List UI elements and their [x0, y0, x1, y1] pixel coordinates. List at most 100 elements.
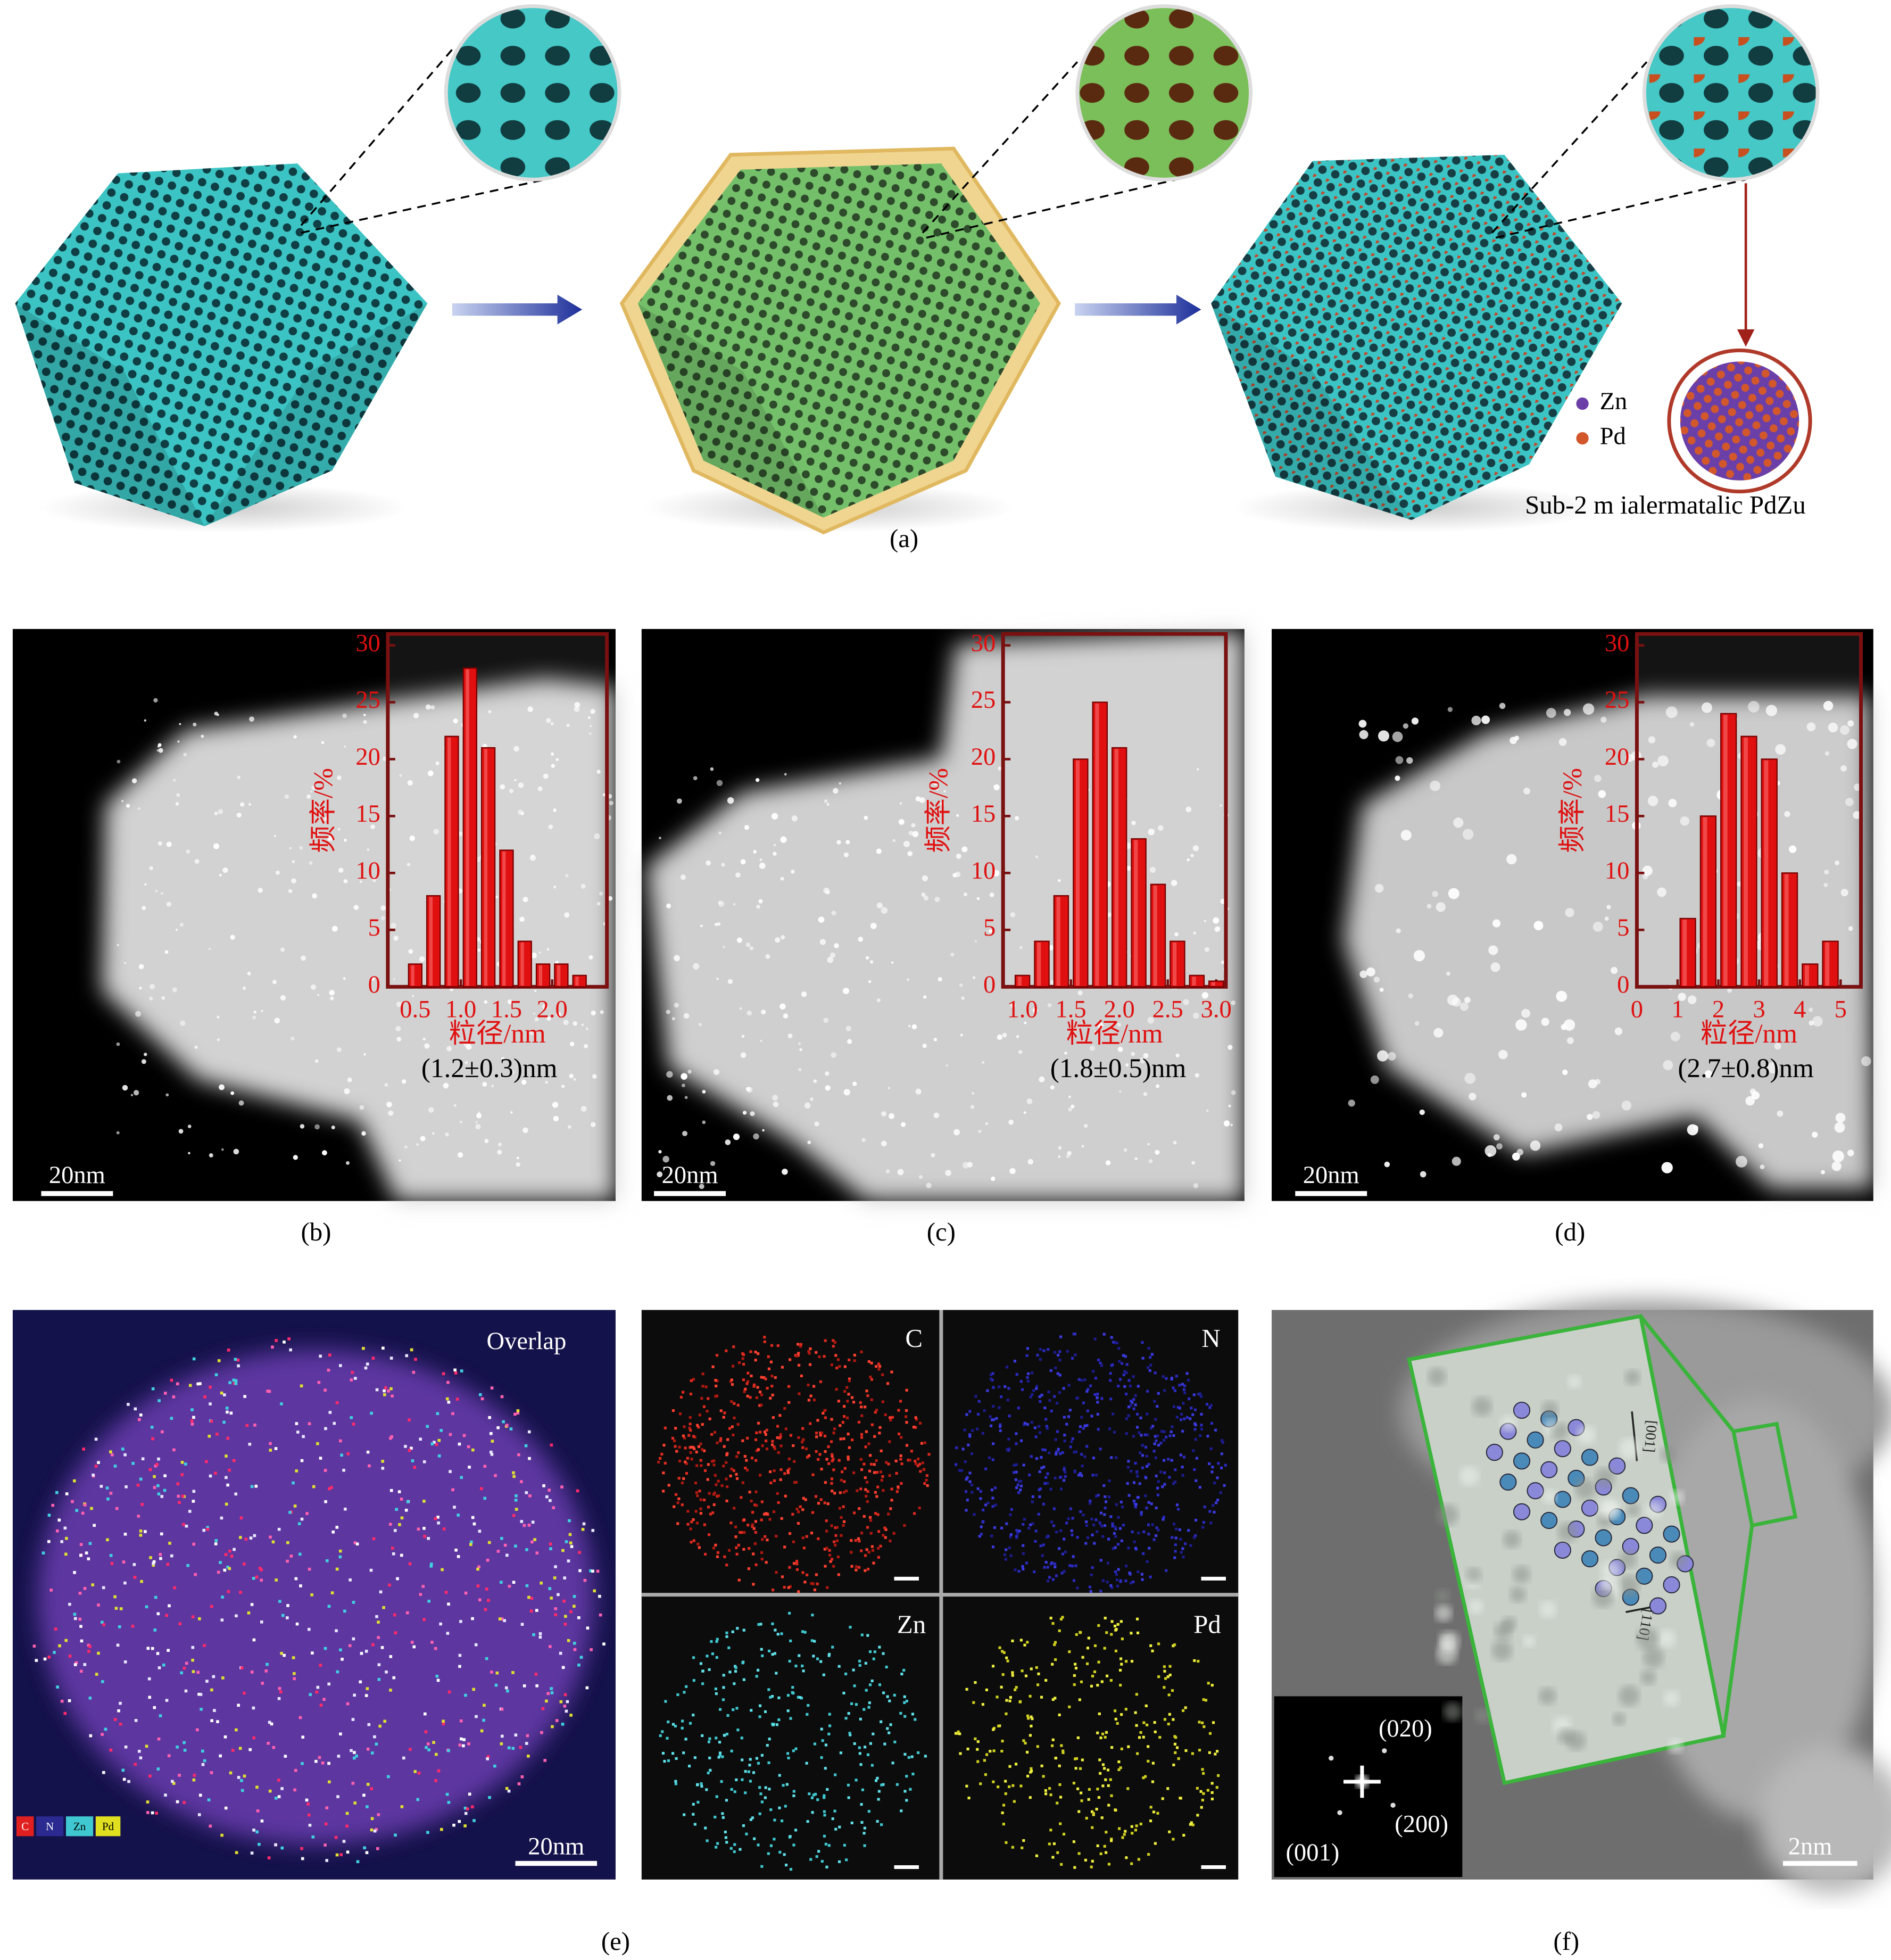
eds-dot: [389, 1523, 392, 1526]
eds-dot: [389, 1387, 393, 1391]
lattice-spot: [1558, 1727, 1574, 1744]
nanoparticle: [918, 1175, 923, 1179]
nanoparticle: [363, 720, 367, 724]
eds-dot: [1012, 1471, 1015, 1474]
eds-dot: [352, 1601, 355, 1604]
eds-dot: [1172, 1482, 1175, 1485]
eds-dot: [345, 1812, 349, 1815]
nanoparticle: [566, 723, 570, 727]
eds-dot: [995, 1417, 998, 1420]
x-tick-label: 4: [1794, 996, 1806, 1023]
nanoparticle: [1812, 1131, 1818, 1138]
eds-dot: [1058, 1374, 1061, 1377]
bar-highlight: [575, 977, 579, 986]
x-axis-label: 粒径/nm: [449, 1019, 546, 1049]
eds-dot: [778, 1806, 781, 1809]
eds-dot: [849, 1626, 852, 1629]
eds-dot: [471, 1805, 474, 1809]
eds-dot: [226, 1410, 229, 1414]
eds-dot: [596, 1569, 600, 1573]
eds-dot: [424, 1712, 427, 1716]
nanoparticle: [864, 815, 868, 820]
nanoparticle: [258, 888, 263, 893]
eds-dot: [1192, 1449, 1195, 1452]
eds-dot: [775, 1672, 778, 1675]
nanoparticle: [722, 945, 725, 948]
nanoparticle: [514, 779, 517, 781]
eds-dot: [1051, 1622, 1055, 1625]
eds-dot: [764, 1796, 767, 1799]
eds-dot: [910, 1755, 914, 1758]
eds-dot: [1155, 1534, 1158, 1537]
eds-dot: [1200, 1424, 1203, 1427]
eds-dot: [1127, 1414, 1130, 1417]
eds-dot: [791, 1686, 794, 1689]
eds-dot: [258, 1842, 261, 1846]
eds-dot: [786, 1694, 790, 1697]
eds-dot: [353, 1801, 356, 1805]
eds-dot: [335, 1526, 339, 1529]
eds-dot: [1109, 1778, 1112, 1781]
nanoparticle: [390, 922, 396, 929]
eds-dot: [881, 1475, 884, 1478]
eds-dot: [1167, 1693, 1171, 1697]
eds-dot: [875, 1409, 878, 1412]
nanoparticle: [1068, 1107, 1073, 1112]
eds-dot: [375, 1742, 378, 1746]
eds-dot: [342, 1468, 345, 1472]
eds-dot: [505, 1553, 509, 1557]
nanoparticle: [580, 883, 586, 889]
nanoparticle: [1027, 1159, 1033, 1165]
nanoparticle: [1377, 1050, 1389, 1062]
eds-dot: [1166, 1675, 1170, 1678]
eds-dot: [1219, 1491, 1222, 1494]
eds-dot: [856, 1489, 859, 1492]
eds-dot: [683, 1425, 686, 1428]
nanoparticle: [393, 978, 395, 980]
eds-dot: [437, 1521, 440, 1525]
nanoparticle: [1074, 1028, 1078, 1032]
eds-dot: [220, 1391, 223, 1395]
eds-dot: [1049, 1562, 1053, 1566]
eds-dot: [1096, 1396, 1099, 1400]
eds-dot: [710, 1460, 714, 1463]
eds-dot: [405, 1354, 409, 1358]
lattice-spot: [1663, 1690, 1680, 1707]
eds-dot: [1156, 1486, 1159, 1490]
nanoparticle: [273, 834, 277, 838]
nanoparticle: [1663, 1060, 1673, 1070]
eds-dot: [1182, 1834, 1185, 1837]
nanoparticle: [1002, 1032, 1007, 1038]
eds-dot: [1122, 1524, 1125, 1527]
eds-dot: [157, 1399, 161, 1402]
nanoparticle: [1462, 829, 1474, 840]
nanoparticle: [1089, 1069, 1093, 1072]
eds-dot: [87, 1650, 90, 1653]
eds-dot: [134, 1407, 137, 1411]
eds-dot: [209, 1402, 212, 1405]
nanoparticle: [1600, 716, 1607, 723]
eds-dot: [146, 1811, 150, 1814]
eds-dot: [690, 1445, 693, 1449]
eds-dot: [104, 1727, 107, 1731]
eds-dot: [1156, 1405, 1159, 1408]
eds-dot: [1054, 1565, 1057, 1569]
eds-dot: [1214, 1428, 1217, 1432]
eds-dot: [1072, 1333, 1075, 1336]
eds-dot: [1026, 1376, 1029, 1379]
eds-dot: [550, 1443, 553, 1447]
nanoparticle: [1453, 817, 1464, 828]
eds-dot: [240, 1666, 244, 1669]
eds-dot: [394, 1833, 397, 1837]
eds-dot: [824, 1767, 827, 1770]
eds-dot: [874, 1779, 878, 1782]
eds-dot: [852, 1401, 856, 1404]
eds-dot: [453, 1506, 456, 1509]
eds-dot: [1118, 1378, 1122, 1381]
nanoparticle: [475, 1121, 478, 1123]
zoom-circle: [1642, 4, 1820, 181]
eds-dot: [831, 1645, 834, 1649]
nanoparticle: [955, 871, 961, 878]
nanoparticle: [497, 1149, 502, 1155]
eds-dot: [698, 1546, 701, 1549]
